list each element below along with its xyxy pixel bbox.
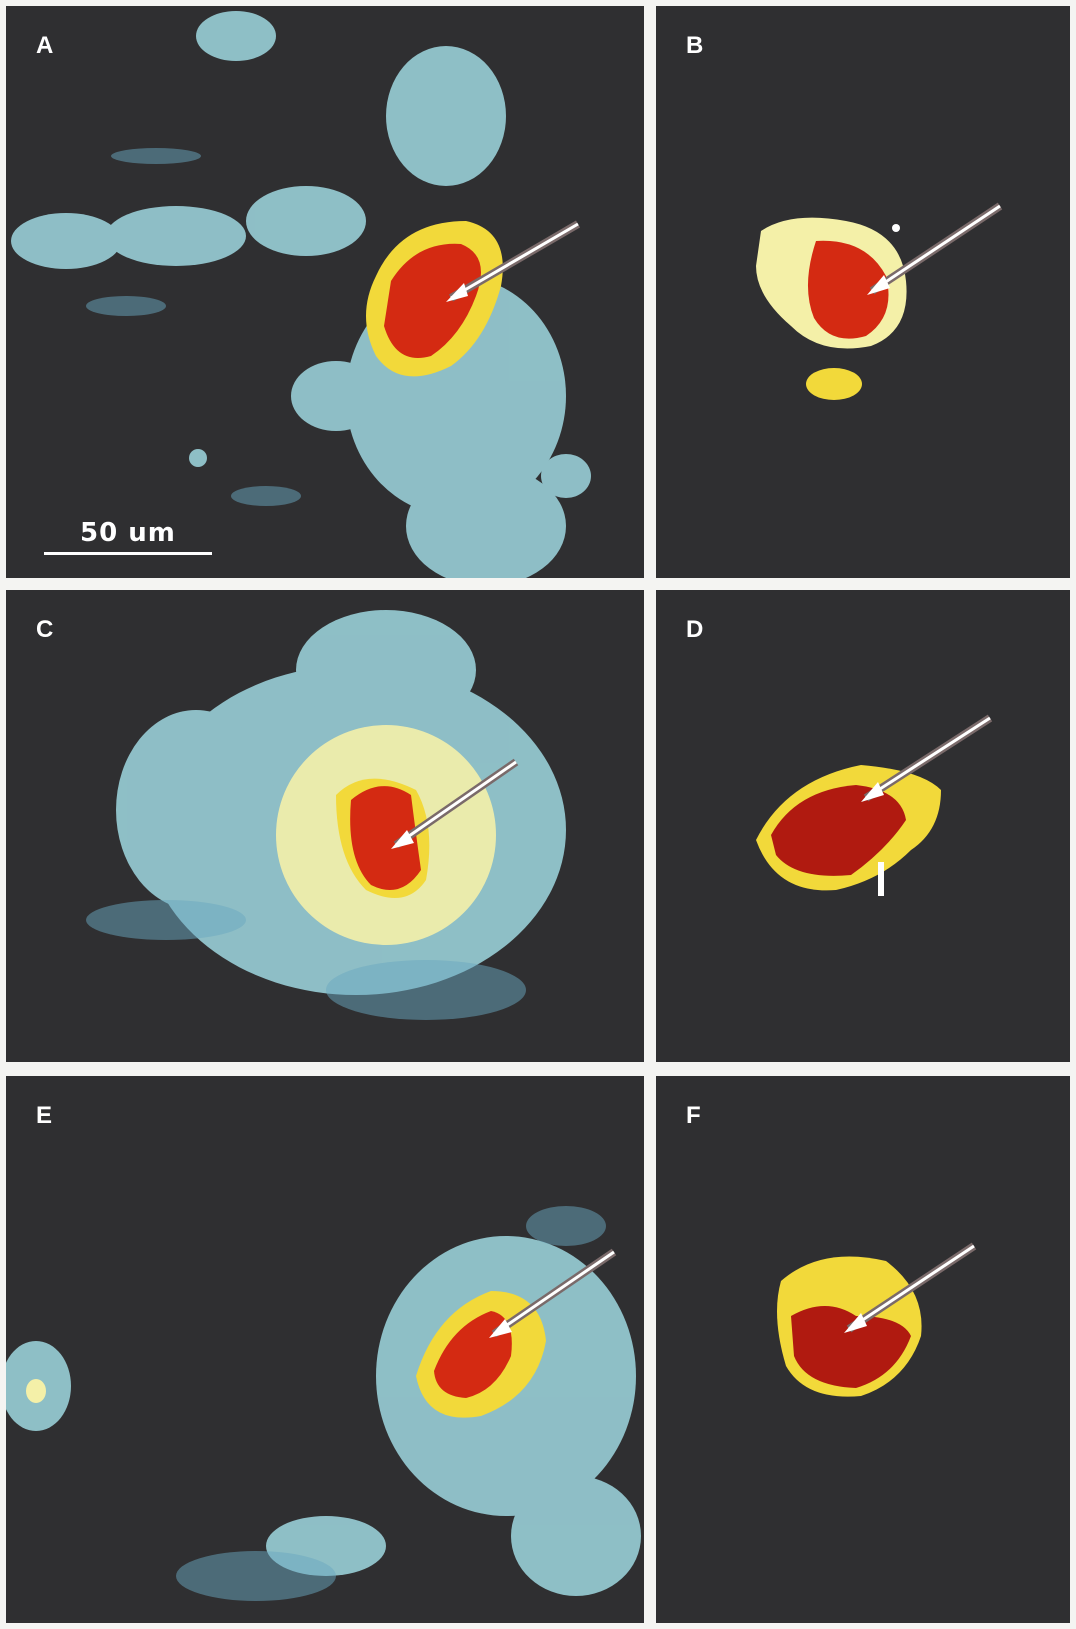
panel-e-label: E [36,1102,54,1129]
panel-d-label: D [686,616,705,643]
panel-a-image [11,11,591,578]
panel-b: B [656,6,1070,578]
scale-bar-label: 50 um [80,518,176,548]
panel-c-image [86,610,566,1020]
panel-c-label: C [36,616,55,643]
panel-c: C [6,590,644,1062]
panel-a-label: A [36,32,55,59]
panel-e: E [6,1076,644,1623]
panel-e-image [6,1206,641,1601]
panel-d-image [756,765,941,896]
panel-b-label: B [686,32,705,59]
panel-d: D [656,590,1070,1062]
panel-f-image [777,1256,922,1397]
panel-b-image [756,217,907,400]
panel-a: A 50 um [6,6,644,578]
panel-f: F [656,1076,1070,1623]
scale-bar [44,552,212,555]
panel-f-label: F [686,1102,702,1129]
